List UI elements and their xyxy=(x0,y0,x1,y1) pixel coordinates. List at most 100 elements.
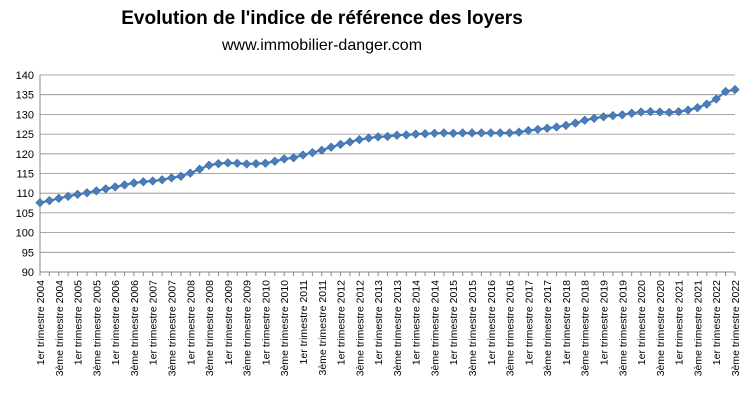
data-point xyxy=(420,129,430,139)
x-tick-label: 3ème trimestre 2007 xyxy=(166,280,178,376)
data-point xyxy=(692,103,703,113)
data-point xyxy=(645,107,656,117)
data-point xyxy=(270,156,280,166)
x-tick-label: 3ème trimestre 2012 xyxy=(354,280,366,376)
data-point xyxy=(307,147,317,158)
data-point xyxy=(551,122,562,132)
x-tick-label: 3ème trimestre 2015 xyxy=(467,280,479,376)
gridlines xyxy=(40,74,735,273)
data-point xyxy=(72,189,83,200)
data-point xyxy=(730,84,740,95)
series-line xyxy=(39,88,736,204)
x-tick-label: 3ème trimestre 2008 xyxy=(204,280,216,376)
y-tick-label: 135 xyxy=(16,90,34,102)
data-point xyxy=(608,110,618,121)
x-tick-label: 1er trimestre 2012 xyxy=(336,280,348,365)
data-point xyxy=(523,125,534,136)
data-point xyxy=(298,150,308,160)
data-point xyxy=(392,130,402,140)
data-point xyxy=(598,112,609,122)
data-point xyxy=(204,160,214,170)
x-tick-label: 3ème trimestre 2013 xyxy=(392,280,404,376)
x-tick-label: 1er trimestre 2021 xyxy=(674,280,686,365)
data-point xyxy=(260,158,271,168)
data-point xyxy=(570,118,580,128)
data-point xyxy=(561,120,571,131)
x-tick-label: 3ème trimestre 2010 xyxy=(279,280,291,376)
x-tick-label: 1er trimestre 2007 xyxy=(148,280,160,365)
x-tick-label: 1er trimestre 2011 xyxy=(298,280,310,365)
x-tick-label: 1er trimestre 2006 xyxy=(110,280,122,365)
y-tick-label: 90 xyxy=(22,267,34,279)
x-tick-label: 1er trimestre 2008 xyxy=(185,280,197,365)
data-point xyxy=(232,158,242,168)
x-tick-label: 3ème trimestre 2004 xyxy=(54,280,66,376)
x-tick-label: 1er trimestre 2013 xyxy=(373,280,385,365)
x-tick-label: 3ème trimestre 2014 xyxy=(429,280,441,376)
x-tick-label: 3ème trimestre 2017 xyxy=(542,280,554,376)
x-tick-label: 1er trimestre 2005 xyxy=(73,280,85,365)
data-point xyxy=(110,182,120,192)
data-point xyxy=(345,137,355,147)
data-point xyxy=(702,99,712,109)
x-tick-label: 1er trimestre 2020 xyxy=(636,280,648,365)
x-tick-label: 1er trimestre 2009 xyxy=(223,280,235,365)
x-tick-label: 1er trimestre 2004 xyxy=(35,280,47,365)
data-point xyxy=(326,142,336,152)
data-point xyxy=(288,153,299,163)
data-point xyxy=(401,130,411,140)
y-tick-label: 120 xyxy=(16,149,34,161)
data-point xyxy=(251,159,261,169)
x-tick-label: 1er trimestre 2010 xyxy=(260,280,272,365)
chart-title: Evolution de l'indice de référence des l… xyxy=(121,8,523,29)
data-point xyxy=(195,164,205,174)
data-point xyxy=(54,193,64,203)
data-point xyxy=(580,115,590,125)
data-point xyxy=(148,176,158,186)
series-irl xyxy=(35,84,740,208)
x-tick-label: 3ème trimestre 2011 xyxy=(317,280,329,376)
data-point xyxy=(504,128,515,138)
data-point xyxy=(674,107,684,117)
x-tick-label: 3ème trimestre 2018 xyxy=(580,280,592,376)
data-point xyxy=(617,110,627,120)
x-tick-label: 3ème trimestre 2005 xyxy=(91,280,103,376)
data-point xyxy=(439,128,449,138)
y-tick-label: 105 xyxy=(16,208,34,220)
data-point xyxy=(138,177,148,187)
x-tick-label: 1er trimestre 2018 xyxy=(561,280,573,365)
x-tick-label: 3ème trimestre 2020 xyxy=(655,280,667,376)
data-point xyxy=(411,129,421,139)
x-tick-label: 1er trimestre 2015 xyxy=(448,280,460,365)
data-point xyxy=(364,133,374,143)
x-tick-label: 1er trimestre 2014 xyxy=(411,280,423,365)
data-point xyxy=(448,128,458,138)
y-tick-label: 115 xyxy=(16,169,34,181)
y-tick-label: 140 xyxy=(16,70,34,82)
data-point xyxy=(495,128,505,138)
data-point xyxy=(627,108,637,118)
x-tick-label: 1er trimestre 2019 xyxy=(599,280,611,365)
data-point xyxy=(185,168,195,178)
data-point xyxy=(373,132,383,142)
chart-subtitle: www.immobilier-danger.com xyxy=(221,37,422,54)
data-point xyxy=(467,128,477,138)
data-point xyxy=(542,123,552,133)
data-point xyxy=(82,188,92,198)
data-point xyxy=(44,196,55,206)
data-point xyxy=(533,124,543,134)
data-point xyxy=(157,175,167,185)
data-point xyxy=(655,107,665,117)
data-point xyxy=(514,127,524,137)
data-point xyxy=(129,178,139,188)
data-point xyxy=(382,131,393,142)
data-point xyxy=(476,128,487,138)
data-point xyxy=(486,128,496,138)
y-tick-label: 130 xyxy=(16,109,34,121)
data-point xyxy=(335,139,346,149)
data-point xyxy=(664,107,674,118)
data-point xyxy=(354,134,364,145)
y-tick-label: 110 xyxy=(16,188,34,200)
data-point xyxy=(223,158,233,168)
y-axis-ticks: 90 95 100 105 110 115 120 125 130 135 140 xyxy=(16,70,34,279)
